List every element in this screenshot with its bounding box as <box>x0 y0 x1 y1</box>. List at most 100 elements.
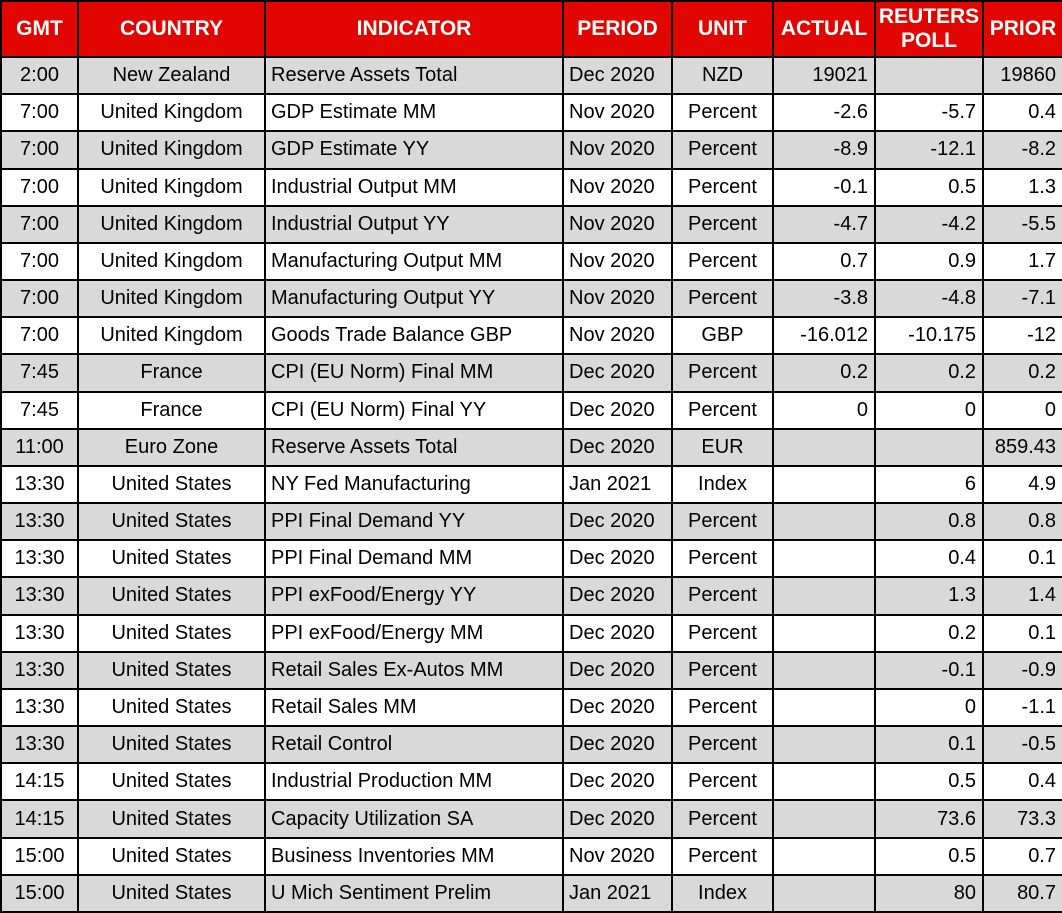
table-cell: NY Fed Manufacturing <box>264 464 564 505</box>
table-cell: -1.1 <box>982 687 1062 728</box>
table-cell: 0.2 <box>982 353 1062 393</box>
table-cell: Dec 2020 <box>562 390 673 430</box>
table-cell: GBP <box>671 316 774 356</box>
table-cell: 1.3 <box>874 576 984 616</box>
table-cell: NZD <box>671 55 774 96</box>
table-cell: Percent <box>671 390 774 430</box>
table-cell: Percent <box>671 204 774 244</box>
table-cell: Reserve Assets Total <box>264 427 564 467</box>
table-cell: 13:30 <box>0 725 79 765</box>
table-cell: 0.7 <box>772 241 876 282</box>
table-cell: New Zealand <box>77 55 266 96</box>
table-cell: Percent <box>671 241 774 282</box>
table-cell: 7:00 <box>0 279 79 319</box>
table-row: 13:30 United States NY Fed Manufacturing Ja… <box>0 464 1062 505</box>
table-cell: GDP Estimate YY <box>264 130 564 170</box>
table-cell: -2.6 <box>772 93 876 133</box>
table-cell: -8.2 <box>982 130 1062 170</box>
table-cell: -3.8 <box>772 279 876 319</box>
table-cell: Dec 2020 <box>562 502 673 542</box>
table-row: 13:30 United States PPI exFood/Energy MM De… <box>0 613 1062 653</box>
table-cell: Percent <box>671 836 774 876</box>
table-cell: 73.6 <box>874 799 984 839</box>
table-cell: PPI exFood/Energy MM <box>264 613 564 653</box>
table-cell: 0.5 <box>874 836 984 876</box>
table-cell: Dec 2020 <box>562 55 673 96</box>
table-header: GMT COUNTRY INDICATOR PERIOD UNIT ACTUAL… <box>0 0 1062 58</box>
table-cell: 19021 <box>772 55 876 96</box>
table-cell: Dec 2020 <box>562 613 673 653</box>
table-cell: Percent <box>671 650 774 690</box>
table-row: 15:00 United States U Mich Sentiment Preli… <box>0 873 1062 913</box>
table-cell <box>772 650 876 690</box>
table-cell: CPI (EU Norm) Final MM <box>264 353 564 393</box>
table-cell: 2:00 <box>0 55 79 96</box>
table-row: 14:15 United States Capacity Utilization S… <box>0 799 1062 839</box>
table-cell: Nov 2020 <box>562 836 673 876</box>
table-cell <box>772 613 876 653</box>
table-cell: United States <box>77 799 266 839</box>
table-cell: United Kingdom <box>77 167 266 207</box>
table-cell: 7:00 <box>0 130 79 170</box>
table-cell: 13:30 <box>0 650 79 690</box>
table-cell: Nov 2020 <box>562 279 673 319</box>
table-cell: Euro Zone <box>77 427 266 467</box>
table-cell: Percent <box>671 130 774 170</box>
table-row: 11:00 Euro Zone Reserve Assets Total Dec 20… <box>0 427 1062 467</box>
table-cell: Industrial Output YY <box>264 204 564 244</box>
table-cell <box>772 725 876 765</box>
table-cell: Jan 2021 <box>562 464 673 505</box>
table-cell: Percent <box>671 725 774 765</box>
table-cell: United States <box>77 539 266 579</box>
table-cell: Percent <box>671 799 774 839</box>
table-cell: Dec 2020 <box>562 687 673 728</box>
table-cell: 7:00 <box>0 316 79 356</box>
table-cell <box>772 836 876 876</box>
table-cell: 80.7 <box>982 873 1062 913</box>
table-cell: -4.7 <box>772 204 876 244</box>
table-cell: 4.9 <box>982 464 1062 505</box>
table-cell <box>772 576 876 616</box>
column-header-country: COUNTRY <box>77 0 266 58</box>
table-row: 7:45 France CPI (EU Norm) Final MM Dec 2020… <box>0 353 1062 393</box>
table-row: 7:45 France CPI (EU Norm) Final YY Dec 2020… <box>0 390 1062 430</box>
table-cell: Business Inventories MM <box>264 836 564 876</box>
table-cell: Industrial Output MM <box>264 167 564 207</box>
table-cell: United States <box>77 502 266 542</box>
table-row: 7:00 United Kingdom Industrial Output YY No… <box>0 204 1062 244</box>
table-row: 13:30 United States Retail Sales MM Dec 202… <box>0 687 1062 728</box>
table-cell: 859.43 <box>982 427 1062 467</box>
table-cell: -5.5 <box>982 204 1062 244</box>
table-cell: 0.4 <box>874 539 984 579</box>
column-header-reuters-poll: REUTERS POLL <box>874 0 984 58</box>
table-cell: 1.4 <box>982 576 1062 616</box>
table-cell: -10.175 <box>874 316 984 356</box>
table-cell: 1.3 <box>982 167 1062 207</box>
table-cell: PPI Final Demand MM <box>264 539 564 579</box>
table-cell <box>874 427 984 467</box>
table-cell: -7.1 <box>982 279 1062 319</box>
column-header-indicator: INDICATOR <box>264 0 564 58</box>
table-cell: United Kingdom <box>77 316 266 356</box>
table-cell: France <box>77 390 266 430</box>
table-row: 14:15 United States Industrial Production … <box>0 762 1062 802</box>
table-cell: 0.8 <box>982 502 1062 542</box>
table-row: 7:00 United Kingdom GDP Estimate MM Nov 202… <box>0 93 1062 133</box>
table-cell: 0.5 <box>874 762 984 802</box>
table-cell: 7:45 <box>0 353 79 393</box>
table-cell: France <box>77 353 266 393</box>
table-row: 7:00 United Kingdom Goods Trade Balance GB… <box>0 316 1062 356</box>
table-cell: Retail Sales Ex-Autos MM <box>264 650 564 690</box>
table-cell: 0.8 <box>874 502 984 542</box>
table-cell: Nov 2020 <box>562 93 673 133</box>
table-cell: 13:30 <box>0 502 79 542</box>
table-cell: -16.012 <box>772 316 876 356</box>
table-cell: -0.1 <box>772 167 876 207</box>
column-header-gmt: GMT <box>0 0 79 58</box>
table-cell: 0.2 <box>874 613 984 653</box>
table-cell <box>772 464 876 505</box>
table-body: 2:00 New Zealand Reserve Assets Total Dec 2… <box>0 55 1062 913</box>
table-cell: Dec 2020 <box>562 762 673 802</box>
table-cell: -4.8 <box>874 279 984 319</box>
table-cell: Dec 2020 <box>562 576 673 616</box>
